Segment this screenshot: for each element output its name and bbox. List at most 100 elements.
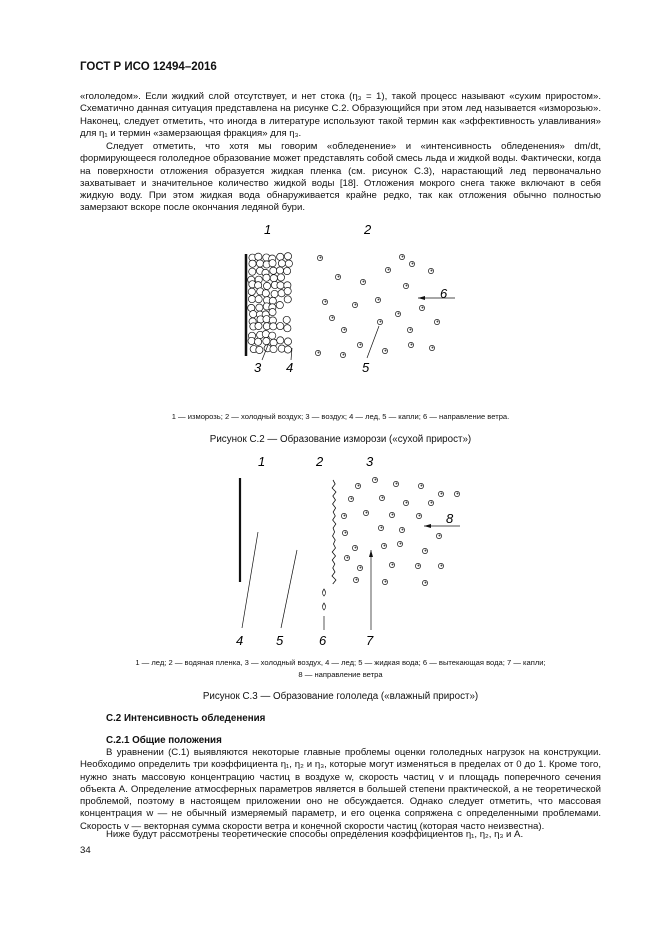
rime-particle [283, 345, 292, 354]
figure-label: 3 [254, 360, 262, 375]
droplet-core [399, 542, 402, 545]
rime-particle [268, 296, 277, 305]
droplet-core [317, 351, 320, 354]
rime-particle [269, 266, 278, 275]
droplet-core [438, 534, 441, 537]
figure-caption: Рисунок С.2 — Образование изморози («сух… [209, 434, 472, 445]
rime-particle [284, 259, 293, 268]
rime-particle [276, 266, 284, 275]
leader-line [290, 347, 293, 361]
droplet-core [344, 531, 347, 534]
rime-particle [256, 259, 264, 268]
droplet-core [374, 478, 377, 481]
rime-particle [254, 252, 263, 261]
droplet-core [324, 300, 327, 303]
droplet-core [430, 501, 433, 504]
rime-particle [254, 337, 263, 346]
droplet-core [420, 484, 423, 487]
droplet-core [401, 255, 404, 258]
droplet-core [410, 343, 413, 346]
droplet-core [342, 353, 345, 356]
figure-label: 8 [446, 511, 454, 526]
droplet-core [357, 484, 360, 487]
rime-particle [277, 273, 285, 282]
leader-line [261, 344, 269, 361]
droplet-core [395, 482, 398, 485]
water-film [331, 479, 337, 585]
droplet-core [440, 564, 443, 567]
paragraph: Ниже будут рассмотрены теоретические спо… [106, 829, 524, 840]
rime-particle [284, 337, 292, 346]
droplet-core [405, 284, 408, 287]
droplet-core [456, 492, 459, 495]
leader-line [280, 549, 298, 629]
droplet-core [346, 556, 349, 559]
rime-particle [263, 281, 271, 290]
figure-label: 5 [276, 633, 284, 648]
paragraph: В уравнении (С.1) выявляются некоторые г… [80, 747, 601, 832]
droplet-core [418, 514, 421, 517]
droplet-core [424, 549, 427, 552]
figure-label: 4 [286, 360, 293, 375]
droplet-core [417, 564, 420, 567]
rime-particle [254, 322, 263, 330]
figure-label: 3 [366, 454, 374, 469]
droplet-core [391, 513, 394, 516]
droplet-core [424, 581, 427, 584]
droplet-core [319, 256, 322, 259]
arrow-head [418, 296, 425, 300]
figure-caption: Рисунок С.3 — Образование гололеда («вла… [202, 691, 479, 702]
droplet-core [365, 511, 368, 514]
figure-legend: 1 — изморозь; 2 — холодный воздух; 3 — в… [171, 412, 510, 421]
droplet-core [359, 566, 362, 569]
figure-legend: 8 — направление ветра [298, 670, 383, 679]
rime-particle [249, 310, 258, 319]
leader-line [241, 531, 259, 629]
rime-particle [262, 273, 271, 282]
droplet-core [401, 528, 404, 531]
droplet-core [343, 328, 346, 331]
subsection-heading: С.2.1 Общие положения [106, 735, 222, 746]
droplet-core [436, 320, 439, 323]
rime-particle [283, 295, 292, 304]
droplet-core [354, 303, 357, 306]
rime-particle [268, 259, 277, 268]
rime-particle [247, 336, 256, 345]
droplet-core [384, 580, 387, 583]
droplet-core [354, 546, 357, 549]
droplet-core [337, 275, 340, 278]
droplet-core [384, 349, 387, 352]
droplet-core [331, 316, 334, 319]
rime-particle [275, 301, 284, 310]
droplet-core [359, 343, 362, 346]
figure-label: 6 [440, 286, 448, 301]
arrow-head [424, 524, 431, 528]
rime-particle [268, 331, 277, 340]
paragraph: Следует отметить, что хотя мы говорим «о… [80, 141, 601, 214]
rime-particle [262, 315, 271, 324]
rime-particle [247, 287, 256, 296]
droplet-core [379, 320, 382, 323]
droplet-core [391, 563, 394, 566]
figure-label: 5 [362, 360, 370, 375]
rime-particle [276, 252, 285, 261]
figure-label: 2 [363, 222, 372, 237]
droplet-core [355, 578, 358, 581]
rime-particle [254, 295, 263, 304]
droplet-core [387, 268, 390, 271]
rime-particle [276, 336, 285, 345]
rime-particle [283, 267, 292, 276]
figure-c3-drawing: 1 2 3 4 5 6 7 8 [236, 454, 460, 648]
figure-c2-drawing: 1 2 3 4 5 6 [244, 222, 455, 375]
dripping-water [322, 588, 326, 611]
rime-particle [284, 252, 292, 261]
figure-label: 4 [236, 633, 243, 648]
rime-particle [276, 322, 285, 330]
rime-particle [269, 322, 278, 331]
rime-particle [270, 289, 279, 298]
page-number: 34 [80, 845, 91, 856]
section-heading: С.2 Интенсивность обледенения [106, 713, 266, 724]
rime-particle [248, 259, 257, 268]
rime-particle [248, 295, 256, 304]
